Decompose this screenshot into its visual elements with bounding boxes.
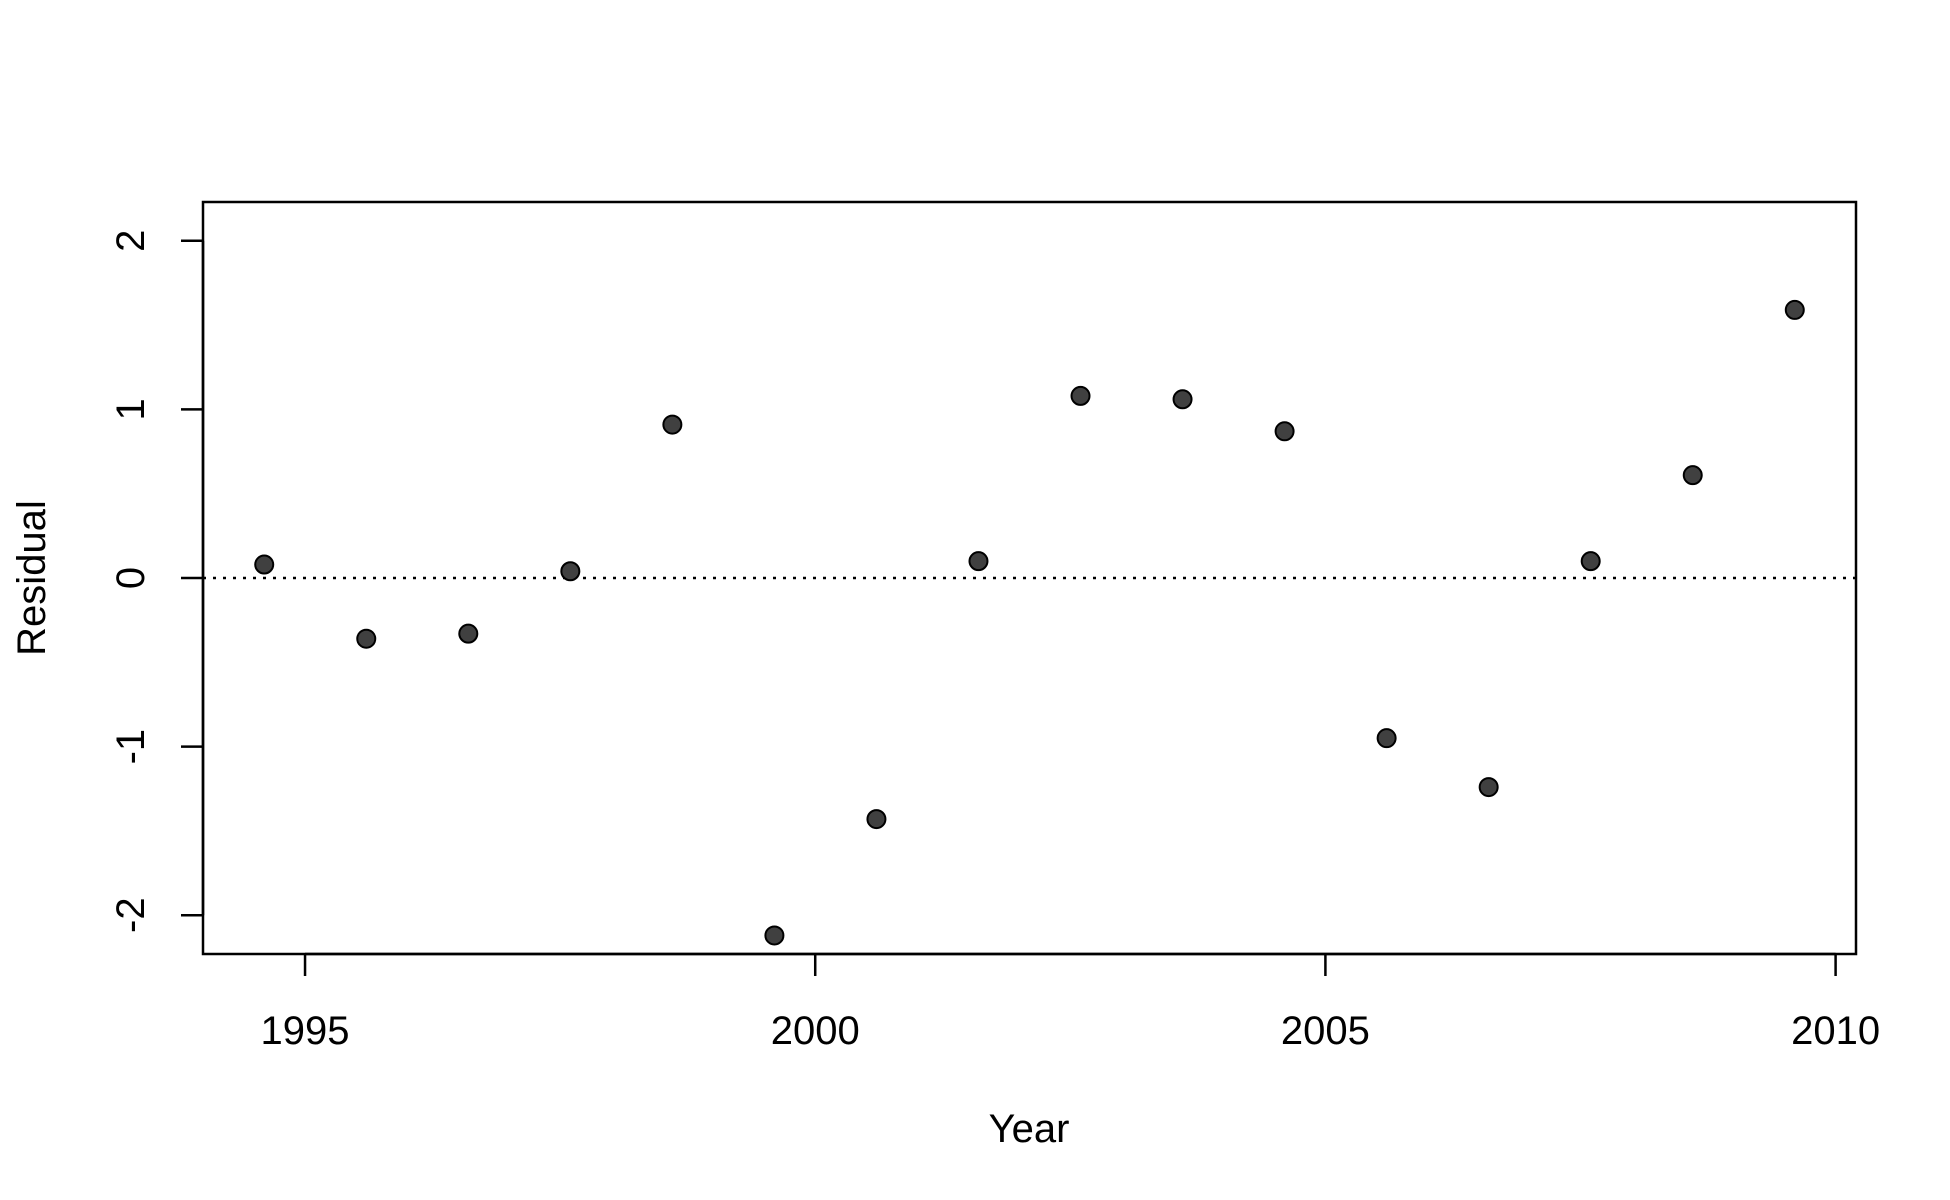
data-point xyxy=(1070,385,1091,406)
plot-frame xyxy=(201,200,1858,956)
y-axis: -2 -1 0 1 2 xyxy=(109,230,205,933)
y-tick-label: 2 xyxy=(109,230,153,252)
data-point xyxy=(1274,421,1295,442)
y-tick-label: 1 xyxy=(109,398,153,420)
y-axis-label: Residual xyxy=(10,500,54,656)
x-axis: 1995 2000 2005 2010 xyxy=(261,952,1880,1053)
data-point xyxy=(1478,777,1499,798)
data-point xyxy=(1784,299,1805,320)
data-points xyxy=(254,299,1805,946)
y-tick-label: -1 xyxy=(109,729,153,765)
x-tick-label: 2000 xyxy=(771,1009,860,1053)
data-point xyxy=(662,414,683,435)
data-point xyxy=(1682,465,1703,486)
x-axis-label: Year xyxy=(989,1107,1070,1151)
data-point xyxy=(764,925,785,946)
data-point xyxy=(356,628,377,649)
y-tick-label: 0 xyxy=(109,567,153,589)
data-point xyxy=(1172,389,1193,410)
data-point xyxy=(458,623,479,644)
x-tick-label: 2010 xyxy=(1791,1009,1880,1053)
x-tick-label: 2005 xyxy=(1281,1009,1370,1053)
data-point xyxy=(1580,551,1601,572)
data-point xyxy=(254,554,275,575)
data-point xyxy=(968,551,989,572)
data-point xyxy=(866,809,887,830)
data-point xyxy=(1376,728,1397,749)
data-point xyxy=(560,561,581,582)
x-tick-label: 1995 xyxy=(261,1009,350,1053)
y-tick-label: -2 xyxy=(109,897,153,933)
